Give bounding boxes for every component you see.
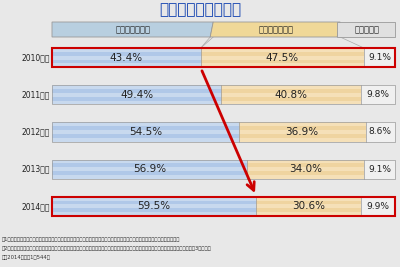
Bar	[256, 197, 361, 201]
Bar	[201, 63, 364, 67]
Text: 56.9%: 56.9%	[133, 164, 166, 174]
Bar	[52, 63, 201, 67]
Bar	[364, 159, 395, 179]
Bar	[361, 197, 395, 216]
Text: 2014年度: 2014年度	[22, 202, 50, 211]
Bar	[52, 163, 247, 167]
Polygon shape	[52, 22, 213, 37]
Bar	[366, 122, 395, 142]
Bar	[52, 212, 256, 216]
Bar	[222, 97, 361, 101]
Polygon shape	[210, 22, 340, 37]
Bar	[52, 48, 201, 52]
Bar	[52, 197, 395, 216]
Text: 2012年度: 2012年度	[22, 128, 50, 136]
Bar	[52, 85, 395, 104]
Text: 59.5%: 59.5%	[138, 201, 171, 211]
Text: 49.4%: 49.4%	[120, 90, 153, 100]
Bar	[52, 171, 247, 175]
Text: 47.5%: 47.5%	[266, 53, 299, 62]
Bar	[52, 85, 222, 89]
Text: 54.5%: 54.5%	[129, 127, 162, 137]
Bar	[52, 122, 239, 126]
Text: 2010年度: 2010年度	[22, 53, 50, 62]
Bar	[52, 167, 247, 171]
Bar	[52, 56, 201, 60]
Bar	[201, 60, 364, 63]
Bar	[52, 93, 222, 97]
Bar	[256, 201, 361, 205]
Bar	[256, 212, 361, 216]
Text: 9.1%: 9.1%	[368, 165, 391, 174]
Text: 分からない: 分からない	[355, 25, 380, 34]
Bar	[52, 205, 256, 208]
Text: 正社員採用について: 正社員採用について	[159, 2, 241, 18]
Bar	[222, 89, 361, 93]
Bar	[52, 85, 395, 104]
Bar	[52, 52, 201, 56]
Bar	[52, 175, 247, 179]
Bar	[239, 126, 366, 130]
Text: 8.6%: 8.6%	[369, 128, 392, 136]
Bar	[52, 159, 247, 163]
Bar	[222, 93, 361, 97]
Bar	[201, 52, 364, 56]
Text: 2014年度が1万544社: 2014年度が1万544社	[2, 255, 51, 260]
Bar	[364, 48, 395, 67]
Bar	[52, 197, 256, 201]
Bar	[222, 85, 361, 89]
Bar	[52, 89, 222, 93]
Bar	[52, 130, 239, 134]
Bar	[52, 101, 222, 104]
Bar	[256, 205, 361, 208]
Bar	[52, 159, 395, 179]
Bar	[361, 85, 395, 104]
Bar	[52, 197, 395, 216]
Bar	[52, 138, 239, 142]
Bar	[52, 122, 395, 142]
Text: 採用予定はない: 採用予定はない	[258, 25, 293, 34]
Bar	[52, 134, 239, 138]
Text: 30.6%: 30.6%	[292, 201, 325, 211]
Bar	[52, 48, 395, 67]
Text: 2013年度: 2013年度	[22, 165, 50, 174]
Bar	[52, 48, 395, 67]
Text: 注2：有効回答社数は、２０１０年度が１万６２４社、２０１１年度が１万９９０社、２０１２年度が１万７１１社、２０１３年度が１万3３８社、: 注2：有効回答社数は、２０１０年度が１万６２４社、２０１１年度が１万９９０社、２…	[2, 246, 212, 251]
Text: 9.8%: 9.8%	[367, 90, 390, 99]
Text: 36.9%: 36.9%	[286, 127, 319, 137]
Bar	[201, 56, 364, 60]
Bar	[247, 171, 364, 175]
Text: 34.0%: 34.0%	[289, 164, 322, 174]
Text: 2011年度: 2011年度	[22, 90, 50, 99]
Bar	[52, 201, 256, 205]
Text: 注1：「採用予定がある」は、「増加する（見込み含む）」「変わらない（見込み含む）」「減少する（見込み含む）」の合計: 注1：「採用予定がある」は、「増加する（見込み含む）」「変わらない（見込み含む）…	[2, 237, 180, 242]
Text: 9.9%: 9.9%	[366, 202, 390, 211]
Bar	[52, 60, 201, 63]
Bar	[201, 48, 364, 52]
Bar	[239, 122, 366, 126]
Bar	[52, 208, 256, 212]
Bar	[337, 22, 395, 37]
Bar	[239, 130, 366, 134]
Bar	[52, 126, 239, 130]
Bar	[239, 138, 366, 142]
Bar	[52, 122, 395, 142]
Bar	[239, 134, 366, 138]
Bar	[247, 175, 364, 179]
Text: 採用予定がある: 採用予定がある	[115, 25, 150, 34]
Text: 9.1%: 9.1%	[368, 53, 391, 62]
Bar	[247, 167, 364, 171]
Text: 40.8%: 40.8%	[275, 90, 308, 100]
Bar	[247, 163, 364, 167]
Bar	[52, 97, 222, 101]
Bar	[222, 101, 361, 104]
Text: 43.4%: 43.4%	[110, 53, 143, 62]
Bar	[256, 208, 361, 212]
Bar	[247, 159, 364, 163]
Bar	[52, 159, 395, 179]
